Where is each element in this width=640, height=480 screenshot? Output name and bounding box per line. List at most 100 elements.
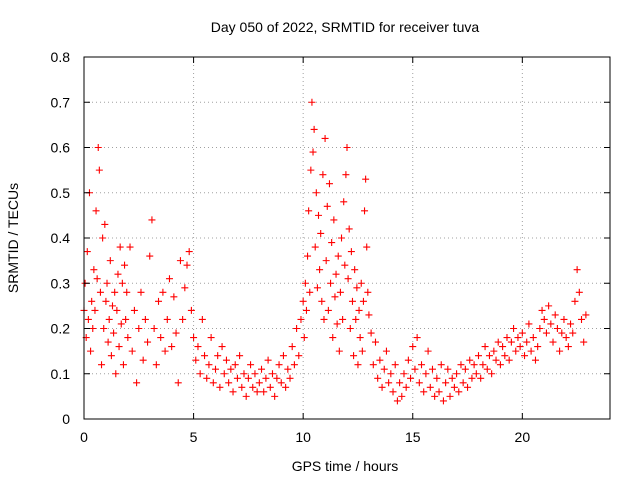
data-point (93, 275, 101, 283)
data-point (488, 370, 496, 378)
data-point (342, 171, 350, 179)
data-point (233, 374, 241, 382)
data-point (249, 383, 257, 391)
y-tick-label: 0.7 (51, 94, 71, 110)
data-point (225, 379, 233, 387)
data-point (242, 392, 250, 400)
data-point (313, 284, 321, 292)
data-point (187, 306, 195, 314)
data-point (356, 334, 364, 342)
data-point (268, 370, 276, 378)
data-point (352, 315, 360, 323)
data-point (253, 388, 261, 396)
data-point (307, 166, 315, 174)
data-point (470, 361, 478, 369)
data-point (407, 374, 415, 382)
data-point (108, 302, 116, 310)
data-point (95, 166, 103, 174)
data-point (216, 383, 224, 391)
data-point (483, 365, 491, 373)
data-point (459, 379, 467, 387)
data-point (118, 279, 126, 287)
data-point (152, 361, 160, 369)
data-point (181, 284, 189, 292)
data-point (117, 320, 125, 328)
data-point (284, 365, 292, 373)
data-point (244, 374, 252, 382)
data-point (271, 392, 279, 400)
data-point (334, 252, 342, 260)
data-point (133, 379, 141, 387)
data-point (374, 374, 382, 382)
data-point (450, 383, 458, 391)
data-point (198, 315, 206, 323)
data-point (540, 315, 548, 323)
data-point (492, 356, 500, 364)
data-point (87, 347, 95, 355)
data-point (227, 365, 235, 373)
data-point (323, 202, 331, 210)
data-point (481, 343, 489, 351)
y-tick-label: 0.6 (51, 140, 71, 156)
data-point (343, 144, 351, 151)
chart-title: Day 050 of 2022, SRMTID for receiver tuv… (211, 19, 480, 35)
data-point (503, 334, 511, 342)
data-point (355, 306, 363, 314)
data-point (311, 243, 319, 251)
data-point (144, 338, 152, 346)
data-point (317, 229, 325, 237)
data-point (141, 315, 149, 323)
data-point (113, 306, 121, 314)
data-point (359, 297, 367, 305)
data-point (529, 334, 537, 342)
data-point (553, 325, 561, 332)
data-point (466, 356, 474, 364)
data-point (510, 325, 518, 332)
data-point (461, 365, 469, 373)
data-point (435, 388, 443, 396)
data-point (255, 379, 263, 387)
data-point (128, 347, 136, 355)
data-point (315, 211, 323, 219)
data-point (100, 325, 108, 332)
data-point (378, 383, 386, 391)
data-point (84, 315, 92, 323)
data-point (282, 383, 290, 391)
data-point (538, 306, 546, 314)
data-point (319, 171, 327, 179)
data-point (409, 343, 417, 351)
data-point (123, 288, 131, 296)
data-point (472, 370, 480, 378)
data-point (571, 297, 579, 305)
data-point (346, 325, 354, 332)
data-point (558, 329, 566, 337)
data-point (531, 356, 539, 364)
data-point (347, 248, 355, 256)
data-point (542, 329, 550, 337)
data-point (335, 347, 343, 355)
data-point (496, 361, 504, 369)
data-point (477, 374, 485, 382)
data-point (518, 329, 526, 337)
data-point (124, 334, 132, 342)
data-point (523, 338, 531, 346)
data-point (428, 365, 436, 373)
data-point (494, 338, 502, 346)
data-point (110, 329, 118, 337)
data-point (304, 252, 312, 260)
data-point (320, 315, 328, 323)
y-tick-label: 0 (62, 411, 70, 427)
data-point (229, 388, 237, 396)
y-tick-label: 0.5 (51, 185, 71, 201)
data-point (299, 297, 307, 305)
data-point (455, 388, 463, 396)
data-point (556, 347, 564, 355)
data-point (168, 343, 176, 351)
data-point (367, 329, 375, 337)
data-point (172, 329, 180, 337)
data-point (116, 243, 124, 251)
data-point (102, 297, 110, 305)
data-point (578, 315, 586, 323)
